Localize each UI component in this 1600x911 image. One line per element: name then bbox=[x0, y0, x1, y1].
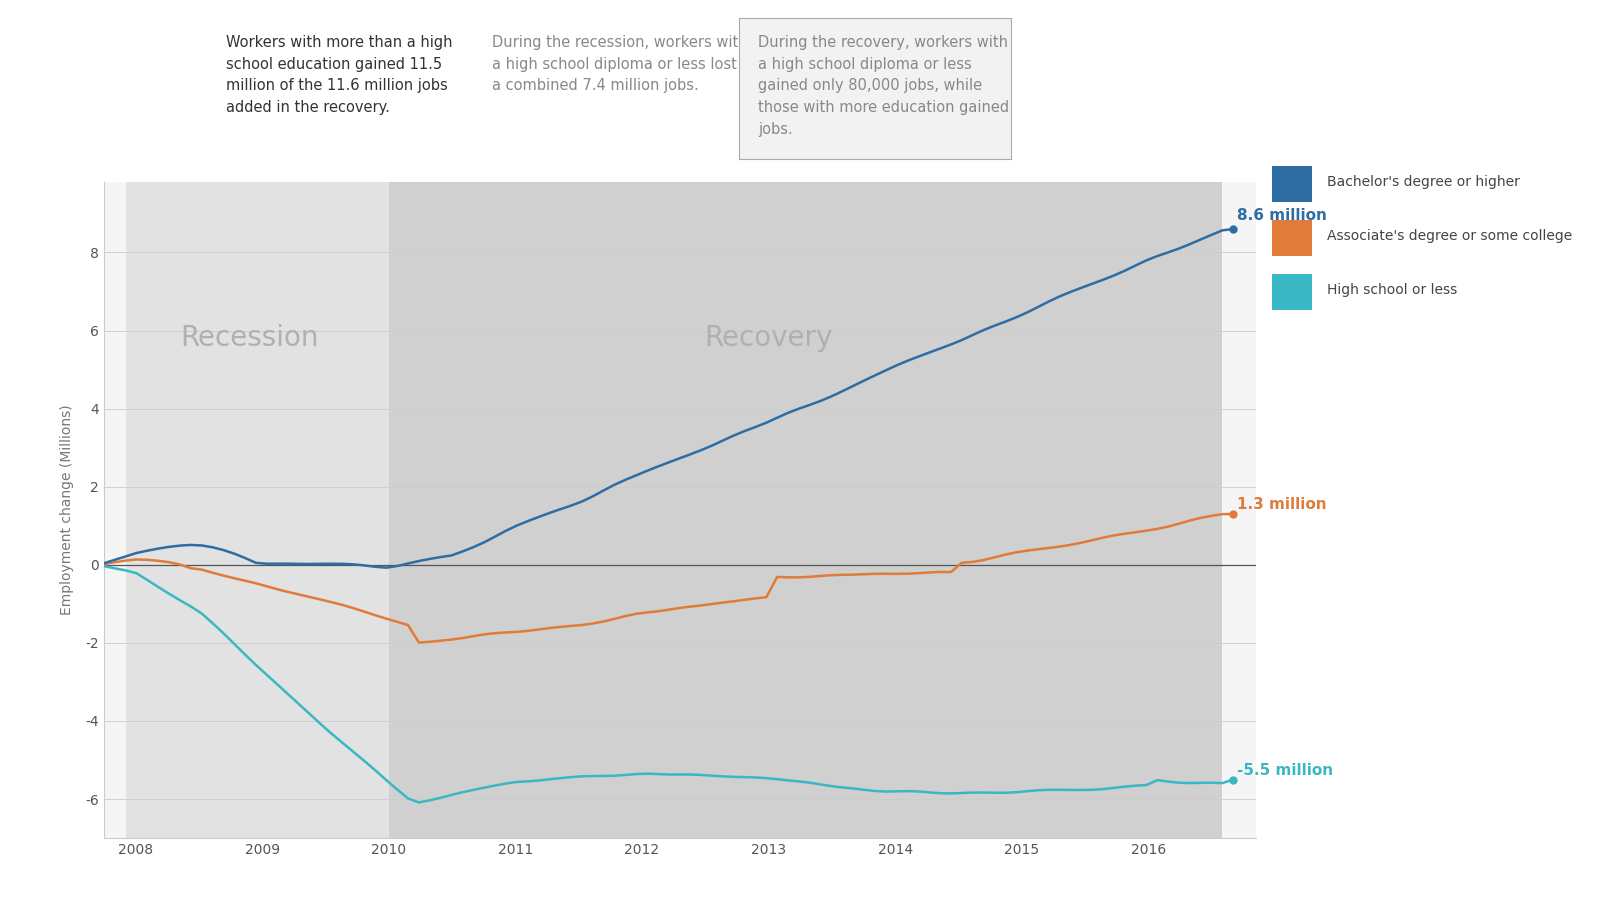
Text: Associate's degree or some college: Associate's degree or some college bbox=[1326, 230, 1571, 243]
Y-axis label: Employment change (Millions): Employment change (Millions) bbox=[61, 404, 74, 616]
Text: During the recession, workers with
a high school diploma or less lost
a combined: During the recession, workers with a hig… bbox=[493, 36, 747, 93]
Text: High school or less: High school or less bbox=[1326, 283, 1458, 297]
Text: Workers with more than a high
school education gained 11.5
million of the 11.6 m: Workers with more than a high school edu… bbox=[227, 36, 453, 115]
Bar bbox=[125, 182, 389, 838]
FancyBboxPatch shape bbox=[1272, 220, 1312, 256]
Text: 1.3 million: 1.3 million bbox=[1237, 497, 1326, 512]
Text: Recovery: Recovery bbox=[704, 324, 834, 353]
FancyBboxPatch shape bbox=[1272, 274, 1312, 310]
Text: During the recovery, workers with
a high school diploma or less
gained only 80,0: During the recovery, workers with a high… bbox=[758, 36, 1010, 137]
Text: Recession: Recession bbox=[181, 324, 318, 353]
Text: Bachelor's degree or higher: Bachelor's degree or higher bbox=[1326, 175, 1520, 189]
Bar bbox=[389, 182, 1222, 838]
FancyBboxPatch shape bbox=[1272, 166, 1312, 202]
Text: 8.6 million: 8.6 million bbox=[1237, 209, 1326, 223]
Text: -5.5 million: -5.5 million bbox=[1237, 763, 1333, 778]
